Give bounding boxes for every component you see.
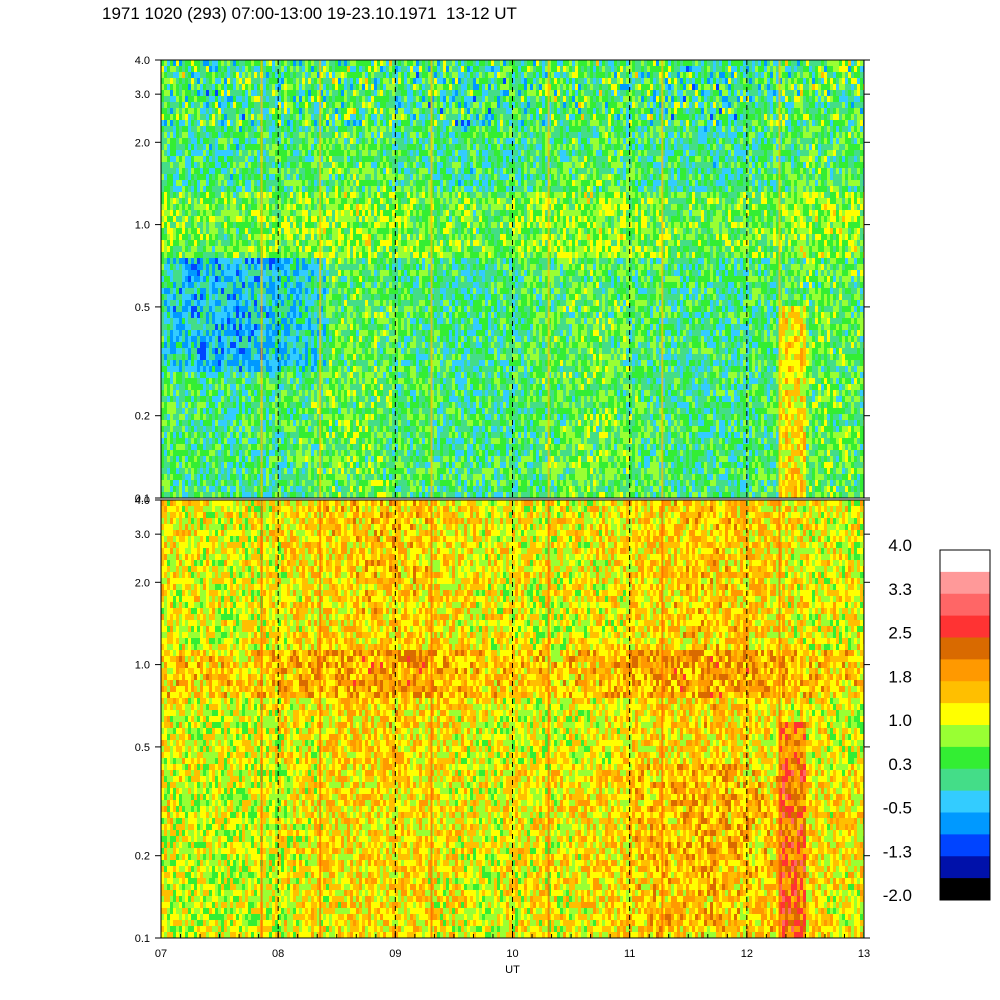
colorbar-segment-9: [940, 746, 990, 770]
colorbar-segment-5: [940, 659, 990, 682]
colorbar-segment-8: [940, 725, 990, 748]
colorbar-segment-11: [940, 790, 990, 813]
colorbar-label-5: 0.3: [888, 755, 912, 774]
y-tick-label-0-1: 0.2: [135, 411, 150, 423]
colorbar-label-3: 1.8: [888, 667, 912, 686]
colorbar-label-6: -0.5: [883, 799, 912, 818]
colorbar-segment-6: [940, 681, 990, 704]
colorbar-segment-10: [940, 768, 990, 792]
y-tick-label-0-0: 0.1: [135, 493, 150, 505]
y-tick-label-0-6: 4.0: [135, 55, 150, 67]
y-tick-label-1-0: 0.1: [135, 933, 150, 945]
colorbar-segment-2: [940, 593, 990, 617]
y-tick-label-1-1: 0.2: [135, 851, 150, 863]
chart-title: 1971 1020 (293) 07:00-13:00 19-23.10.197…: [102, 4, 517, 24]
y-tick-label-0-4: 2.0: [135, 137, 150, 149]
colorbar-segment-14: [940, 856, 990, 879]
y-tick-label-0-2: 0.5: [135, 302, 150, 314]
x-tick-label-6: 13: [858, 948, 870, 960]
y-tick-label-1-3: 1.0: [135, 660, 150, 672]
panel-frame-0: [160, 59, 865, 499]
colorbar-segment-7: [940, 703, 990, 726]
colorbar: 4.0 3.3 2.5 1.8 1.0 0.3 -0.5 -1.3 -2.0: [883, 536, 991, 905]
x-tick-label-2: 09: [389, 948, 401, 960]
y-tick-label-0-3: 1.0: [135, 220, 150, 232]
x-tick-label-0: 07: [155, 948, 167, 960]
colorbar-label-8: -2.0: [883, 886, 912, 905]
x-tick-label-3: 10: [506, 948, 518, 960]
spectrogram-panel-bottom: [161, 500, 864, 938]
y-tick-label-1-6: 4.0: [135, 495, 150, 507]
y-tick-label-1-4: 2.0: [135, 577, 150, 589]
colorbar-segment-3: [940, 615, 990, 638]
colorbar-label-4: 1.0: [888, 711, 912, 730]
colorbar-label-1: 3.3: [888, 580, 912, 599]
x-tick-label-1: 08: [272, 948, 284, 960]
y-tick-label-0-5: 3.0: [135, 89, 150, 101]
colorbar-label-7: -1.3: [883, 842, 912, 861]
colorbar-segment-12: [940, 812, 990, 835]
y-tick-label-1-5: 3.0: [135, 529, 150, 541]
colorbar-segment-4: [940, 637, 990, 660]
colorbar-label-2: 2.5: [888, 624, 912, 643]
spectrogram-panel-top: [161, 60, 864, 498]
colorbar-segment-0: [940, 550, 990, 573]
x-tick-label-5: 12: [741, 948, 753, 960]
colorbar-segment-1: [940, 571, 990, 595]
x-axis-label: UT: [505, 964, 520, 976]
colorbar-segment-15: [940, 878, 990, 901]
colorbar-segment-13: [940, 834, 990, 857]
colorbar-label-0: 4.0: [888, 536, 912, 555]
x-tick-label-4: 11: [624, 948, 635, 960]
y-tick-label-1-2: 0.5: [135, 742, 150, 754]
